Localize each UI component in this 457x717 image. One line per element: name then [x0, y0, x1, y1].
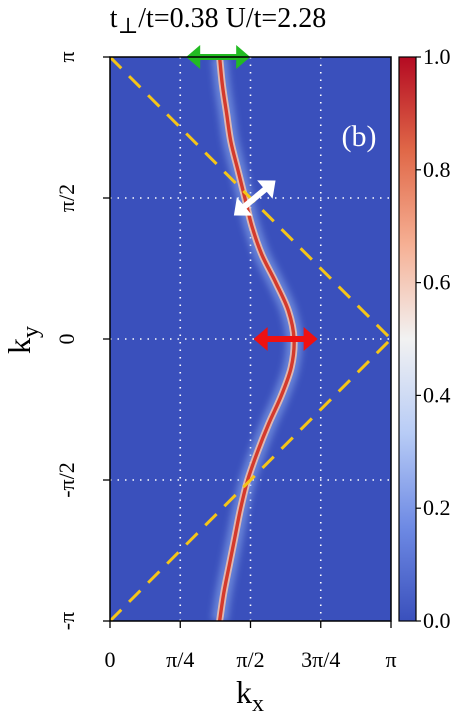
colorbar-tick-label: 1.0: [423, 44, 451, 69]
title-rest: /t=0.38 U/t=2.28: [138, 3, 326, 34]
colorbar-tick-label: 0.8: [423, 157, 451, 182]
y-label-main: k: [1, 338, 37, 354]
x-tick-label: π/2: [236, 647, 264, 672]
colorbar-tick-label: 0.4: [423, 382, 451, 407]
heatmap-background: [110, 57, 391, 621]
colorbar-tick-label: 0.0: [423, 608, 451, 633]
x-label-sub: x: [252, 691, 264, 717]
colorbar-gradient: [398, 56, 417, 622]
double-arrow-3: [253, 327, 318, 351]
dashed-line-2: [110, 337, 391, 621]
y-tick-label: π: [54, 51, 79, 62]
chart-title: t⊥/t=0.38 U/t=2.28: [110, 3, 326, 38]
y-tick-label: -π: [54, 612, 79, 630]
y-axis-label: ky: [1, 326, 44, 354]
y-tick-label: -π/2: [54, 462, 79, 498]
x-tick-label: π/4: [166, 647, 194, 672]
y-axis-ticks: π π/2 0 -π/2 -π: [54, 51, 110, 630]
double-arrow-2: [233, 180, 276, 216]
colorbar-tick-label: 0.2: [423, 495, 451, 520]
x-axis-label: kx: [236, 674, 264, 717]
y-label-sub: y: [18, 326, 44, 338]
y-tick-label: π/2: [54, 184, 79, 212]
plot-area: (b): [109, 45, 392, 622]
panel-label: (b): [342, 120, 377, 153]
x-tick-label: 0: [105, 647, 116, 672]
x-label-main: k: [236, 674, 252, 710]
x-axis-ticks: 0 π/4 π/2 3π/4 π: [105, 621, 397, 672]
x-tick-label: π: [385, 647, 396, 672]
colorbar-ticks: 1.0 0.8 0.6 0.4 0.2 0.0: [416, 44, 451, 633]
y-tick-label: 0: [54, 334, 79, 345]
title-perp-subscript: ⊥: [118, 13, 139, 38]
x-tick-label: 3π/4: [301, 647, 340, 672]
colorbar: 1.0 0.8 0.6 0.4 0.2 0.0: [398, 44, 451, 633]
colorbar-tick-label: 0.6: [423, 270, 451, 295]
title-t: t: [110, 3, 118, 34]
